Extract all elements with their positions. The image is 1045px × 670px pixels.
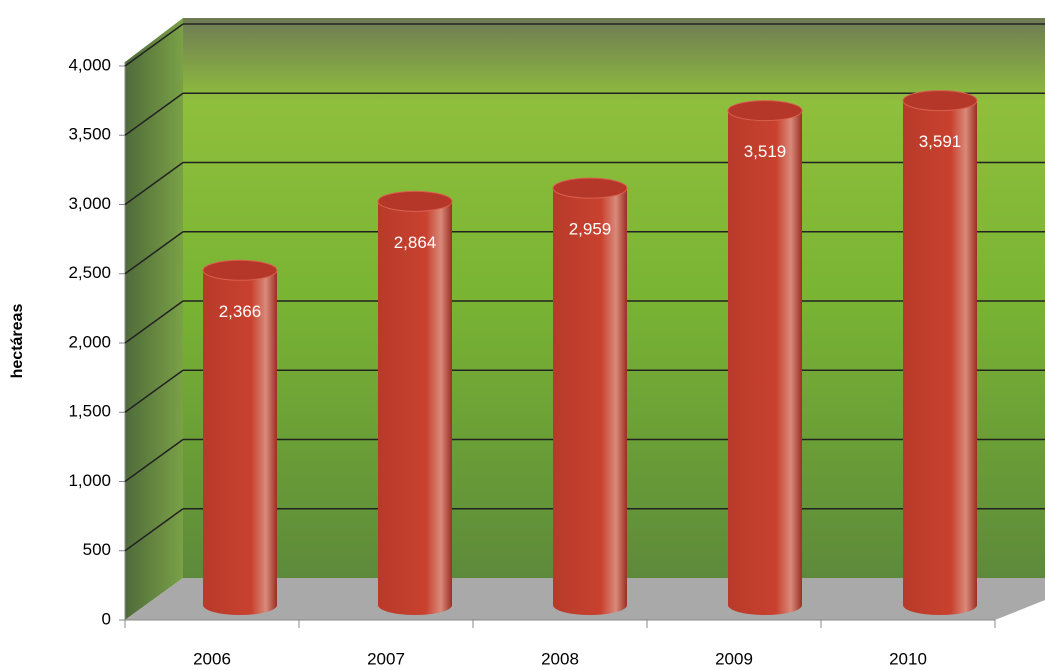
y-tick-label: 2,000 xyxy=(68,332,111,351)
grid-line xyxy=(124,161,184,206)
value-label: 2,864 xyxy=(394,233,437,252)
bar-top xyxy=(902,90,978,112)
bar xyxy=(378,201,452,615)
x-tick-label: 2010 xyxy=(889,649,927,668)
grid-line xyxy=(124,438,184,483)
bar xyxy=(903,100,977,616)
y-tick-label: 500 xyxy=(83,540,111,559)
y-tick-label: 1,500 xyxy=(68,402,111,421)
grid-line xyxy=(124,300,184,344)
y-axis-label: hectáreas xyxy=(9,304,26,379)
value-label: 2,366 xyxy=(219,302,262,321)
bar-top xyxy=(377,190,453,212)
bar xyxy=(553,188,627,615)
grid-line xyxy=(124,23,184,67)
grid-line xyxy=(124,92,184,136)
y-tick-label: 3,500 xyxy=(68,125,111,144)
y-tick-label: 4,000 xyxy=(68,55,111,74)
grid-line xyxy=(124,508,184,552)
value-label: 2,959 xyxy=(569,220,612,239)
x-tick-label: 2009 xyxy=(715,649,753,668)
value-label: 3,519 xyxy=(744,142,787,161)
y-tick-label: 3,000 xyxy=(68,194,111,213)
value-label: 3,591 xyxy=(919,132,962,151)
x-tick-label: 2007 xyxy=(367,649,405,668)
y-tick-label: 1,000 xyxy=(68,471,111,490)
side-wall xyxy=(125,18,183,620)
bar-top xyxy=(552,177,628,199)
bar xyxy=(203,270,277,615)
x-tick-label: 2006 xyxy=(193,649,231,668)
bar-top xyxy=(202,259,278,281)
bar xyxy=(728,110,802,615)
y-tick-label: 0 xyxy=(102,609,111,628)
x-tick-label: 2008 xyxy=(541,649,579,668)
grid-line xyxy=(124,369,184,413)
grid-line xyxy=(124,231,184,275)
bar-top xyxy=(727,100,803,122)
y-tick-label: 2,500 xyxy=(68,263,111,282)
